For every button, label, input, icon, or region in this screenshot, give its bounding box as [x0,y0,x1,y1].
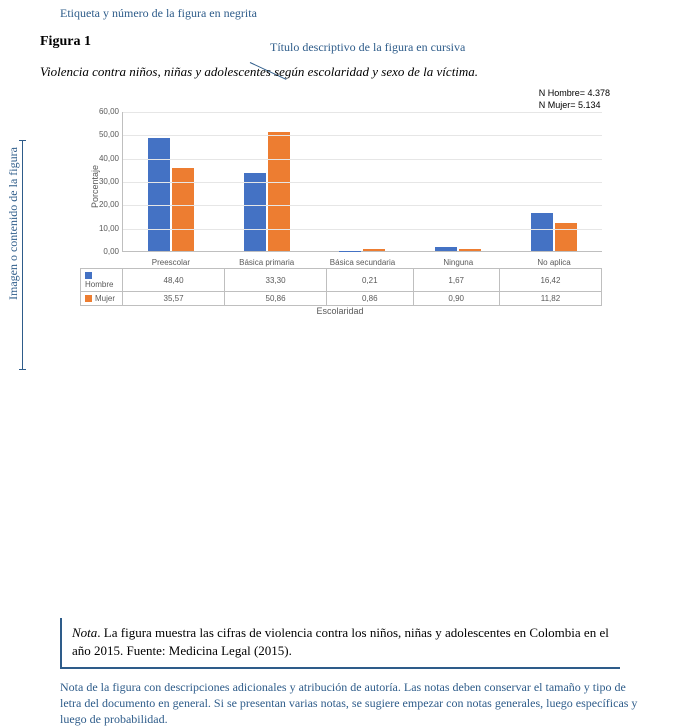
legend-cell: Mujer [81,292,123,306]
gridline [123,135,602,136]
category-label: Básica primaria [219,258,315,267]
ytick-label: 40,00 [85,154,119,163]
chart-n-labels: N Hombre= 4.378 N Mujer= 5.134 [539,88,610,111]
figure-note-prefix: Nota [72,625,97,640]
n-mujer: N Mujer= 5.134 [539,100,610,112]
ytick-label: 50,00 [85,130,119,139]
ytick-label: 20,00 [85,200,119,209]
annotation-note-description: Nota de la figura con descripciones adic… [60,679,640,728]
figure-note-body: . La figura muestra las cifras de violen… [72,625,609,658]
annotation-side-label: Imagen o contenido de la figura [6,147,21,300]
bar-mujer [268,132,290,251]
chart-plot-area: PreescolarBásica primariaBásica secundar… [122,112,602,252]
data-cell: 48,40 [123,269,225,292]
data-cell: 16,42 [499,269,601,292]
data-cell: 33,30 [225,269,327,292]
annotation-side-bracket [22,140,23,370]
ytick-label: 60,00 [85,107,119,116]
gridline [123,182,602,183]
gridline [123,112,602,113]
category-label: No aplica [506,258,602,267]
bar-hombre [531,213,553,251]
chart-data-table: Hombre48,4033,300,211,6716,42Mujer35,575… [80,268,602,306]
category-label: Preescolar [123,258,219,267]
bar-mujer [459,249,481,251]
table-row: Mujer35,5750,860,860,9011,82 [81,292,602,306]
bar-mujer [172,168,194,251]
gridline [123,229,602,230]
gridline [123,159,602,160]
figure-title: Violencia contra niños, niñas y adolesce… [40,64,660,80]
data-cell: 50,86 [225,292,327,306]
annotation-figure-label: Etiqueta y número de la figura en negrit… [60,6,257,21]
data-cell: 0,86 [327,292,413,306]
category-label: Básica secundaria [315,258,411,267]
data-cell: 0,90 [413,292,499,306]
figure-note: Nota. La figura muestra las cifras de vi… [60,618,620,669]
data-cell: 0,21 [327,269,413,292]
bar-hombre [435,247,457,251]
ytick-label: 30,00 [85,177,119,186]
bar-mujer [555,223,577,251]
data-cell: 11,82 [499,292,601,306]
gridline [123,205,602,206]
data-cell: 35,57 [123,292,225,306]
chart-category-labels: PreescolarBásica primariaBásica secundar… [123,258,602,267]
bar-mujer [363,249,385,251]
table-row: Hombre48,4033,300,211,6716,42 [81,269,602,292]
bar-hombre [244,173,266,251]
legend-swatch [85,295,92,302]
n-hombre: N Hombre= 4.378 [539,88,610,100]
chart-container: N Hombre= 4.378 N Mujer= 5.134 Porcentaj… [60,88,620,348]
figure-content: Figura 1 Violencia contra niños, niñas y… [40,34,660,728]
category-label: Ninguna [410,258,506,267]
legend-swatch [85,272,92,279]
ytick-label: 10,00 [85,224,119,233]
figure-label: Figura 1 [40,34,660,50]
bar-hombre [148,138,170,251]
ytick-label: 0,00 [85,247,119,256]
legend-cell: Hombre [81,269,123,292]
chart-xlabel: Escolaridad [60,306,620,316]
data-cell: 1,67 [413,269,499,292]
